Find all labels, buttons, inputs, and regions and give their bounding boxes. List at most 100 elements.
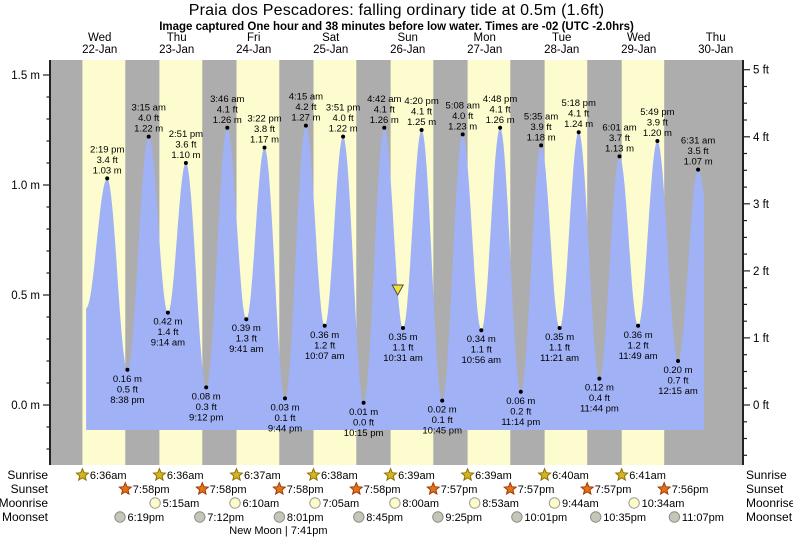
tide-label-line: 10:07 am: [305, 351, 345, 362]
day-date: 30-Jan: [698, 44, 733, 56]
day-name: Thu: [706, 32, 726, 44]
tide-label-line: 3:51 pm: [326, 103, 360, 114]
tide-label-line: 0.12 m: [585, 383, 614, 394]
current-time-marker-icon: [391, 284, 405, 297]
tide-label-line: 1.23 m: [448, 121, 477, 132]
tide-label-line: 0.39 m: [232, 323, 261, 334]
tide-label-line: 1.2 ft: [314, 340, 335, 351]
tide-event-dot: [262, 145, 267, 150]
sun-moon-time: 8:53am: [482, 498, 519, 510]
tide-event-dot: [419, 128, 424, 132]
sunset-star-icon: [195, 481, 210, 496]
tide-label-line: 4.2 ft: [295, 102, 316, 113]
tide-label-line: 4:42 am: [367, 94, 401, 105]
moonset-circle-icon: [511, 511, 523, 523]
left-axis-tick-label: 0.5 m: [11, 290, 40, 302]
sunrise-star-icon: [152, 467, 167, 482]
tide-label-line: 0.08 m: [192, 391, 221, 402]
row-label-right: Moonrise: [746, 496, 793, 510]
right-axis-tick-label: 5 ft: [753, 65, 770, 77]
tide-event-label: 4:42 am4.1 ft1.26 m: [367, 94, 401, 126]
tide-label-line: 3.9 ft: [647, 118, 668, 129]
sun-moon-time: 7:57pm: [595, 484, 632, 496]
moonset-circle-icon: [353, 511, 365, 523]
row-label-left: Sunrise: [7, 468, 48, 482]
moonrise-circle-icon: [309, 497, 321, 509]
right-axis-tick-label: 0 ft: [753, 400, 770, 412]
tide-label-line: 0.2 ft: [510, 406, 531, 417]
chart-header: Praia dos Pescadores: falling ordinary t…: [0, 2, 793, 33]
tide-label-line: 1.4 ft: [157, 327, 178, 338]
tide-event-label: 5:08 am4.0 ft1.23 m: [446, 100, 480, 132]
tide-label-line: 0.1 ft: [432, 415, 453, 426]
tide-event-label: 0.16 m0.5 ft8:38 pm: [110, 374, 144, 406]
tide-label-line: 0.35 m: [545, 332, 574, 343]
tide-event-dot: [204, 385, 209, 390]
day-name: Wed: [627, 32, 650, 44]
tide-event-label: 3:51 pm4.0 ft1.22 m: [326, 103, 360, 135]
sun-moon-time: 8:00am: [402, 498, 439, 510]
sunrise-star-icon: [75, 467, 90, 482]
sun-moon-time: 5:15am: [163, 498, 200, 510]
tide-label-line: 11:44 pm: [580, 404, 619, 415]
tide-label-line: 0.35 m: [388, 332, 417, 343]
tide-label-line: 5:49 pm: [640, 107, 674, 118]
sun-moon-time: 7:58pm: [133, 484, 170, 496]
tide-event-dot: [655, 139, 660, 143]
tide-event-label: 6:31 am3.5 ft1.07 m: [681, 136, 715, 168]
tide-label-line: 3.7 ft: [609, 133, 630, 144]
tide-event-dot: [283, 396, 287, 401]
tide-event-label: 3:46 am4.1 ft1.26 m: [210, 94, 244, 126]
tide-label-line: 1.13 m: [605, 143, 634, 154]
tide-label-line: 3:22 pm: [247, 114, 281, 125]
tide-label-line: 5:08 am: [446, 100, 480, 111]
sun-moon-time: 7:58pm: [364, 484, 401, 496]
day-date: 27-Jan: [467, 44, 502, 56]
day-date: 26-Jan: [390, 44, 425, 56]
tide-label-line: 1.18 m: [527, 132, 556, 143]
tide-event-dot: [440, 398, 445, 403]
tide-label-line: 3.8 ft: [254, 124, 275, 135]
sunset-star-icon: [502, 481, 518, 496]
tide-label-line: 9:14 am: [151, 338, 185, 349]
moonrise-circle-icon: [469, 497, 481, 509]
sunset-star-icon: [656, 481, 672, 496]
row-label-left: Moonset: [2, 510, 49, 524]
tide-event-dot: [518, 389, 523, 394]
sun-moon-time: 6:39am: [475, 470, 512, 482]
tide-label-line: 1.03 m: [93, 165, 122, 176]
sun-moon-time: 6:19pm: [128, 512, 165, 524]
sun-moon-time: 9:44am: [562, 498, 599, 510]
day-date: 23-Jan: [159, 44, 194, 56]
day-date: 25-Jan: [313, 44, 348, 56]
moonrise-circle-icon: [548, 497, 561, 509]
tide-label-line: 0.03 m: [270, 402, 299, 413]
tide-label-line: 4.1 ft: [490, 104, 511, 115]
tide-label-line: 3.9 ft: [531, 122, 552, 133]
tide-label-line: 1.20 m: [643, 128, 672, 139]
moonrise-circle-icon: [628, 497, 640, 509]
tide-event-dot: [597, 376, 602, 381]
tide-label-line: 0.34 m: [467, 334, 496, 345]
right-axis-tick-label: 4 ft: [753, 132, 770, 144]
sun-moon-time: 7:12pm: [207, 512, 244, 524]
tide-label-line: 1.26 m: [370, 115, 399, 126]
tide-event-label: 0.42 m1.4 ft9:14 am: [151, 317, 185, 349]
sun-moon-time: 7:57pm: [518, 484, 555, 496]
tide-label-line: 1.1 ft: [471, 345, 492, 356]
tide-label-line: 2:51 pm: [169, 129, 203, 140]
tide-label-line: 8:38 pm: [110, 395, 144, 406]
left-axis-tick-label: 1.5 m: [11, 70, 40, 82]
tide-label-line: 9:12 pm: [189, 412, 223, 423]
tide-label-line: 11:14 pm: [501, 417, 540, 428]
tide-label-line: 0.02 m: [428, 405, 457, 416]
moonset-circle-icon: [668, 511, 681, 523]
